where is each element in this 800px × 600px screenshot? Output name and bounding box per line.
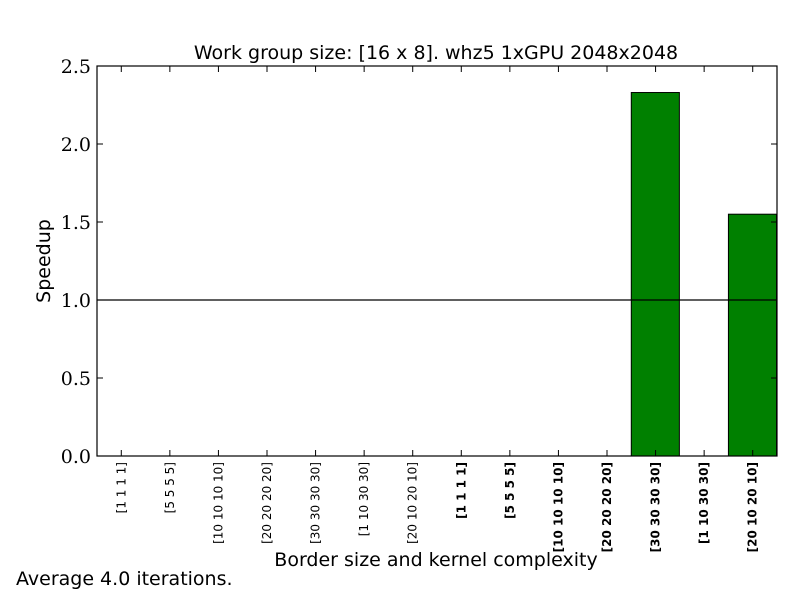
- ticks-group: 0.0 0.5 1.0 1.5 2.0 2.5 [1 1 1 1] [5 5 5 5] [10 …: [61, 56, 777, 552]
- y-tick-label: 2.0: [61, 134, 91, 156]
- x-tick-label: [20 10 20 10]: [746, 462, 760, 552]
- x-tick-label: [1 10 30 30]: [357, 462, 371, 536]
- y-tick-label: 0.5: [61, 368, 91, 390]
- chart-title: Work group size: [16 x 8]. whz5 1xGPU 20…: [194, 42, 678, 64]
- y-tick-label: 2.5: [61, 56, 91, 78]
- x-tick-label: [30 30 30 30]: [309, 462, 323, 544]
- plot-frame: [96, 65, 778, 457]
- x-tick-label: [1 10 30 30]: [697, 462, 711, 544]
- y-axis-label: Speedup: [33, 219, 55, 303]
- y-tick-label: 0.0: [61, 446, 91, 468]
- x-tick-label: [1 1 1 1]: [114, 462, 128, 513]
- x-tick-label: [20 20 20 20]: [600, 462, 614, 552]
- x-tick-label: [10 10 10 10]: [551, 462, 565, 552]
- x-tick-label: [10 10 10 10]: [211, 462, 225, 544]
- x-axis-label: Border size and kernel complexity: [274, 549, 597, 571]
- x-tick-label: [20 10 20 10]: [406, 462, 420, 544]
- x-tick-label: [5 5 5 5]: [163, 462, 177, 513]
- bar: [630, 92, 680, 457]
- bars-group: [630, 92, 778, 457]
- footnote: Average 4.0 iterations.: [16, 568, 233, 590]
- x-tick-label: [20 20 20 20]: [260, 462, 274, 544]
- y-tick-label: 1.0: [61, 290, 91, 312]
- y-tick-label: 1.5: [61, 212, 91, 234]
- x-tick-label: [30 30 30 30]: [649, 462, 663, 552]
- bar: [727, 213, 778, 457]
- x-tick-label: [1 1 1 1]: [454, 462, 468, 519]
- x-tick-label: [5 5 5 5]: [503, 462, 517, 519]
